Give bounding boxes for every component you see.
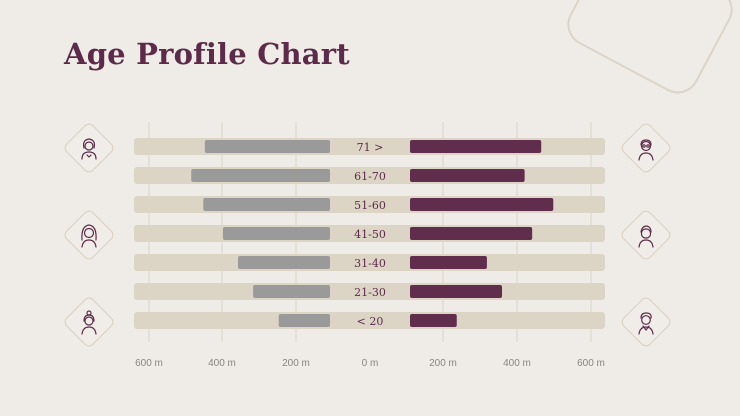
tick-label: 600 m (577, 358, 605, 369)
category-label: 21-30 (354, 286, 386, 299)
woman-icon (62, 208, 116, 262)
right-bar (410, 169, 525, 182)
category-label: 41-50 (354, 228, 386, 241)
left-bar (253, 285, 330, 298)
left-bar (204, 140, 330, 153)
left-bar (237, 256, 330, 269)
left-bar (203, 198, 330, 211)
right-bar (410, 140, 542, 153)
left-bar (222, 227, 330, 240)
category-label: 31-40 (354, 257, 386, 270)
right-bar (410, 227, 533, 240)
young-man-icon (619, 295, 673, 349)
right-bar (410, 198, 554, 211)
right-bar (410, 314, 457, 327)
category-label: 71 > (357, 141, 384, 154)
tick-label: 0 m (362, 358, 379, 369)
young-woman-icon (62, 295, 116, 349)
left-bar (278, 314, 330, 327)
category-label: < 20 (357, 315, 384, 328)
row-track (134, 312, 605, 329)
older-woman-icon (62, 121, 116, 175)
category-label: 61-70 (354, 170, 386, 183)
category-label: 51-60 (354, 199, 386, 212)
left-bar (191, 169, 330, 182)
tick-label: 600 m (135, 358, 163, 369)
page-title: Age Profile Chart (64, 37, 350, 71)
right-bar (410, 285, 503, 298)
right-bar (410, 256, 487, 269)
tick-label: 400 m (503, 358, 531, 369)
man-icon (619, 208, 673, 262)
tick-label: 200 m (282, 358, 310, 369)
older-man-icon (619, 121, 673, 175)
tick-label: 200 m (429, 358, 457, 369)
tick-label: 400 m (208, 358, 236, 369)
